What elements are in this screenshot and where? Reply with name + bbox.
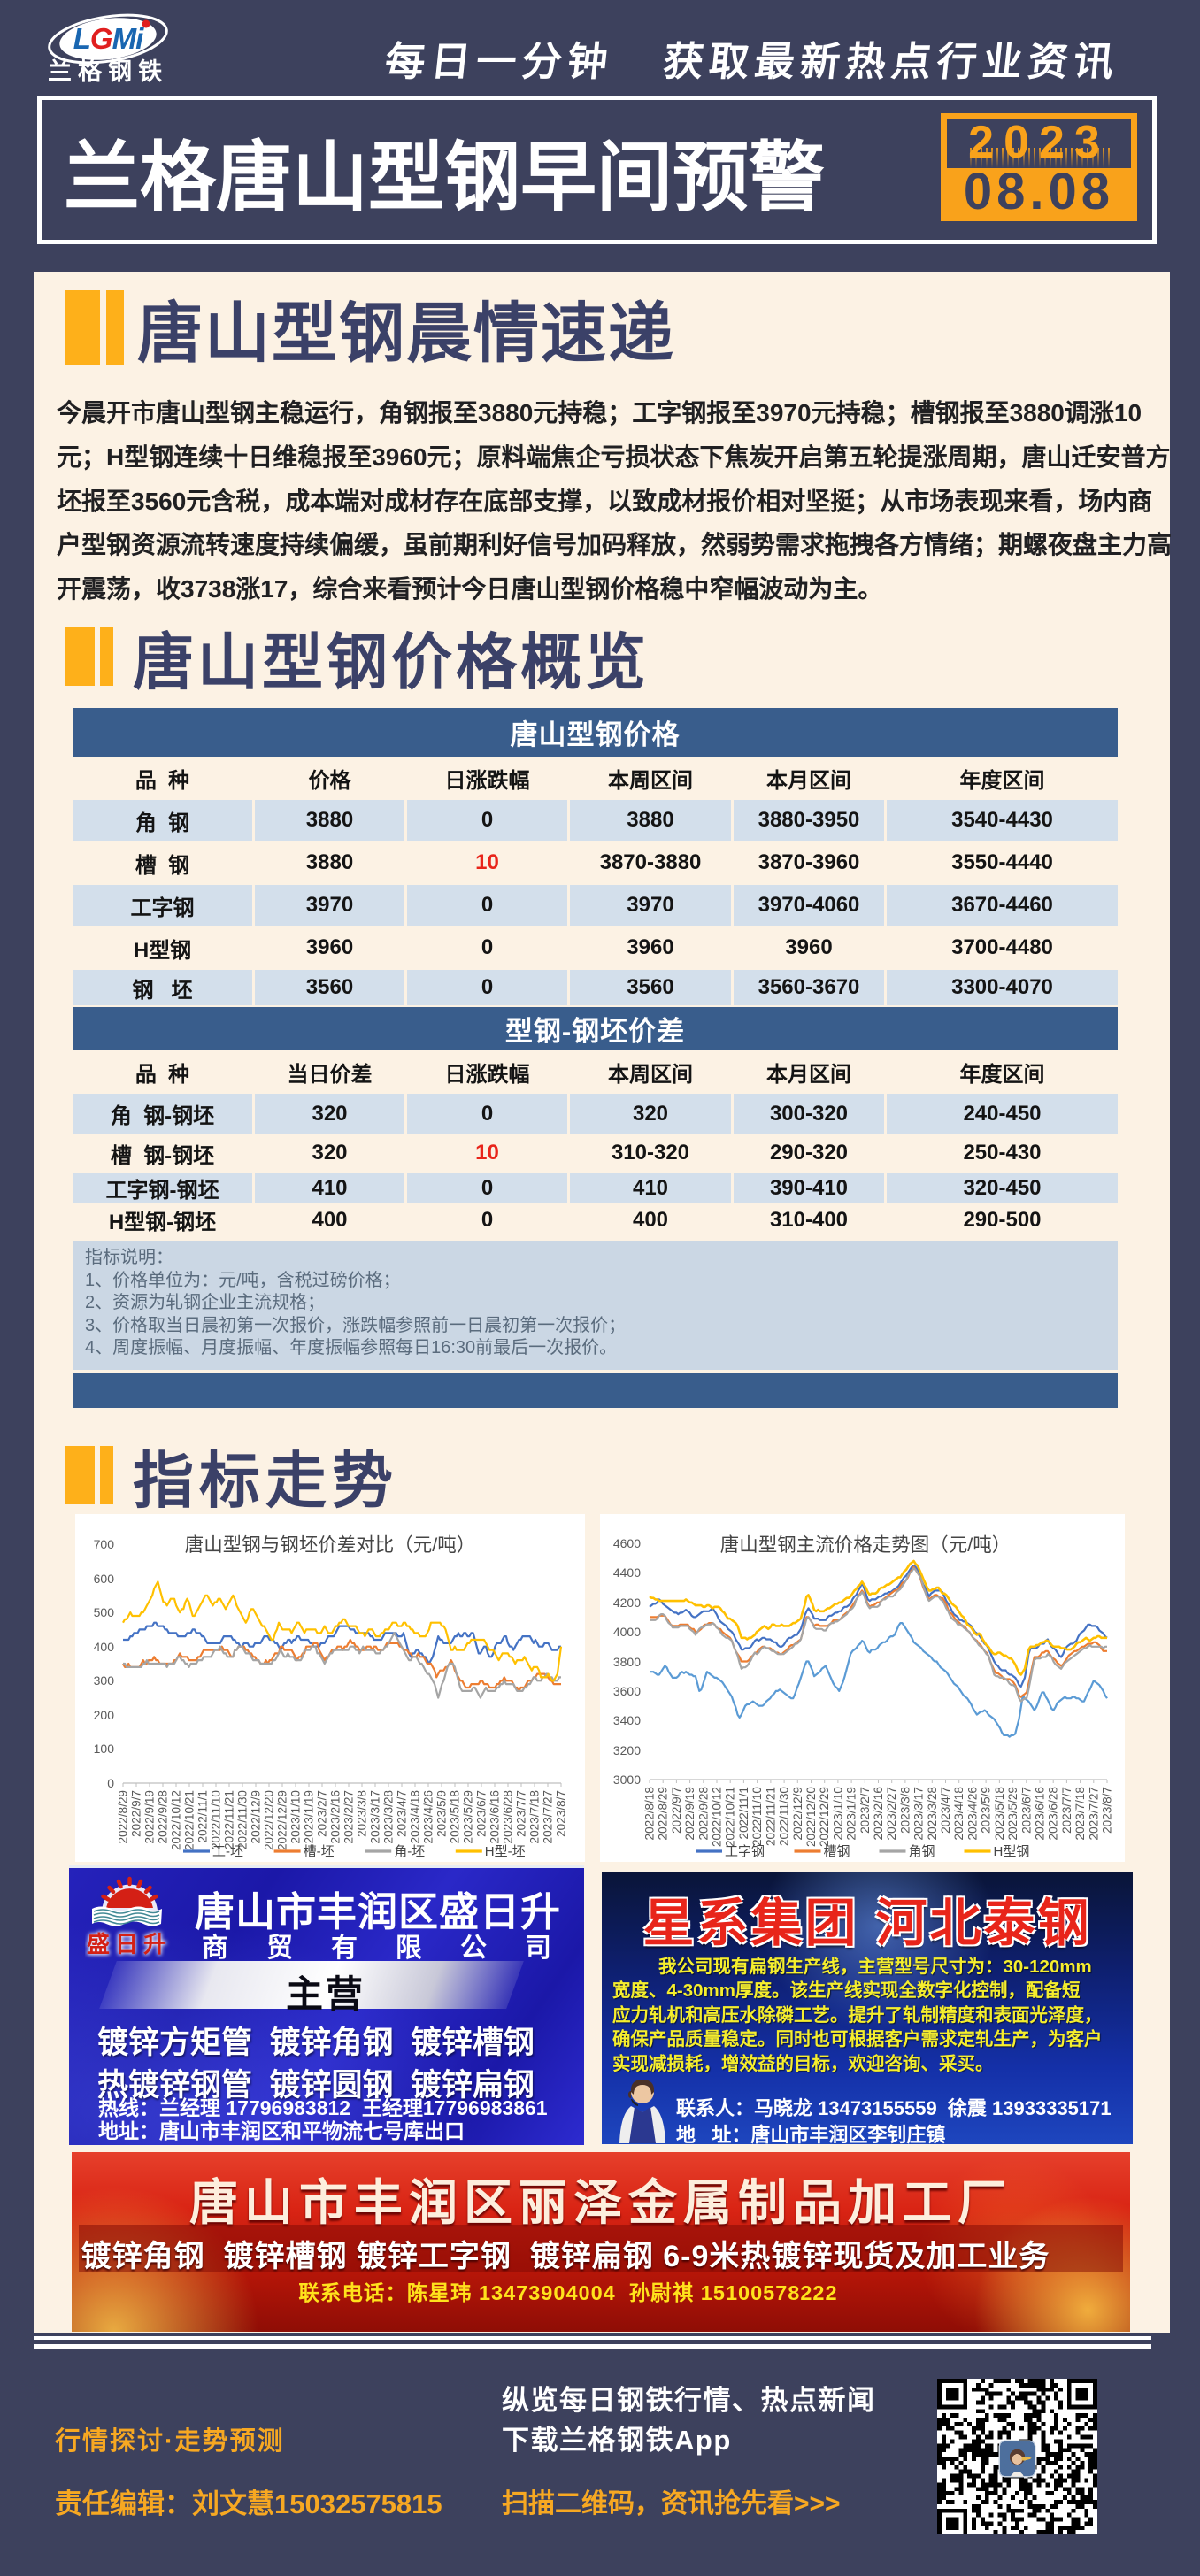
svg-text:2023/1/10: 2023/1/10	[831, 1787, 844, 1841]
svg-text:2023/7/18: 2023/7/18	[528, 1790, 542, 1843]
svg-text:700: 700	[94, 1537, 115, 1551]
svg-text:2023/4/18: 2023/4/18	[409, 1790, 422, 1843]
svg-text:角钢: 角钢	[909, 1844, 935, 1859]
svg-text:2023/5/9: 2023/5/9	[980, 1787, 993, 1834]
svg-text:2023/2/7: 2023/2/7	[316, 1790, 329, 1837]
svg-text:2022/10/12: 2022/10/12	[170, 1790, 183, 1850]
svg-text:2023/1/19: 2023/1/19	[845, 1787, 858, 1840]
svg-text:2022/12/9: 2022/12/9	[250, 1790, 263, 1843]
svg-text:2023/3/17: 2023/3/17	[369, 1790, 382, 1843]
svg-text:2022/11/10: 2022/11/10	[210, 1790, 223, 1849]
svg-text:2022/8/18: 2022/8/18	[643, 1787, 657, 1840]
svg-text:300: 300	[94, 1673, 115, 1688]
svg-text:2022/8/29: 2022/8/29	[117, 1790, 130, 1843]
svg-text:2023/7/27: 2023/7/27	[542, 1790, 555, 1843]
svg-text:盛日升: 盛日升	[87, 1931, 172, 1957]
svg-text:2022/11/1: 2022/11/1	[737, 1787, 750, 1839]
svg-text:2022/11/30: 2022/11/30	[236, 1790, 250, 1849]
svg-text:2023/3/28: 2023/3/28	[382, 1790, 396, 1843]
svg-text:2022/9/28: 2022/9/28	[157, 1790, 170, 1843]
svg-text:2023/2/7: 2023/2/7	[858, 1787, 872, 1834]
svg-text:H型钢: H型钢	[994, 1844, 1030, 1859]
svg-text:2023/8/7: 2023/8/7	[1101, 1787, 1114, 1834]
svg-text:2023/1/10: 2023/1/10	[289, 1790, 303, 1844]
svg-text:LGMi: LGMi	[73, 22, 144, 55]
svg-text:2022/9/19: 2022/9/19	[143, 1790, 157, 1843]
svg-text:2023/7/7: 2023/7/7	[515, 1790, 528, 1837]
svg-text:2022/9/28: 2022/9/28	[696, 1787, 710, 1840]
svg-text:2023/6/16: 2023/6/16	[488, 1790, 502, 1843]
svg-text:2023/3/28: 2023/3/28	[926, 1787, 939, 1840]
svg-text:2023/8/7: 2023/8/7	[555, 1790, 568, 1837]
svg-text:唐山型钢与钢坯价差对比（元/吨）: 唐山型钢与钢坯价差对比（元/吨）	[185, 1534, 475, 1556]
svg-text:2023/5/9: 2023/5/9	[435, 1790, 449, 1837]
svg-text:2023/3/17: 2023/3/17	[912, 1787, 926, 1840]
svg-text:100: 100	[94, 1742, 115, 1756]
svg-text:2023/6/16: 2023/6/16	[1034, 1787, 1047, 1840]
svg-text:2022/12/20: 2022/12/20	[263, 1790, 276, 1850]
svg-text:400: 400	[94, 1640, 115, 1654]
svg-text:2022/11/21: 2022/11/21	[764, 1787, 777, 1846]
svg-text:2023/7/18: 2023/7/18	[1073, 1787, 1087, 1840]
svg-text:2023/2/27: 2023/2/27	[342, 1790, 356, 1843]
svg-text:2023/6/28: 2023/6/28	[1047, 1787, 1060, 1840]
svg-text:2023/5/18: 2023/5/18	[449, 1790, 462, 1843]
svg-text:200: 200	[94, 1708, 115, 1722]
svg-text:2023/5/29: 2023/5/29	[1006, 1787, 1019, 1840]
svg-text:2022/12/29: 2022/12/29	[818, 1787, 831, 1847]
svg-text:工字钢: 工字钢	[725, 1844, 765, 1859]
svg-text:2022/12/29: 2022/12/29	[276, 1790, 289, 1850]
svg-text:2022/12/9: 2022/12/9	[791, 1787, 804, 1840]
svg-text:唐山型钢主流价格走势图（元/吨）: 唐山型钢主流价格走势图（元/吨）	[720, 1534, 1011, 1556]
svg-text:兰格钢铁: 兰格钢铁	[48, 58, 168, 85]
svg-text:2023/2/27: 2023/2/27	[885, 1787, 898, 1840]
svg-text:槽钢: 槽钢	[824, 1844, 850, 1859]
svg-text:500: 500	[94, 1605, 115, 1619]
svg-text:4000: 4000	[613, 1625, 641, 1639]
svg-text:4200: 4200	[613, 1596, 641, 1610]
svg-text:槽-坯: 槽-坯	[304, 1844, 335, 1859]
svg-text:2023/4/7: 2023/4/7	[939, 1787, 952, 1834]
svg-text:2023/3/8: 2023/3/8	[356, 1790, 369, 1837]
svg-text:2022/11/10: 2022/11/10	[750, 1787, 764, 1846]
svg-text:2022/9/19: 2022/9/19	[683, 1787, 696, 1840]
svg-text:2022/8/29: 2022/8/29	[657, 1787, 670, 1840]
svg-text:600: 600	[94, 1572, 115, 1586]
svg-text:2023/4/18: 2023/4/18	[952, 1787, 965, 1840]
svg-text:2023/6/7: 2023/6/7	[1019, 1787, 1033, 1834]
svg-text:3200: 3200	[613, 1743, 641, 1757]
svg-text:角-坯: 角-坯	[394, 1844, 425, 1859]
svg-text:2022/10/21: 2022/10/21	[183, 1790, 196, 1850]
svg-text:2023/2/16: 2023/2/16	[872, 1787, 885, 1840]
svg-text:2023/3/8: 2023/3/8	[898, 1787, 912, 1834]
svg-text:2022/11/30: 2022/11/30	[778, 1787, 791, 1846]
svg-text:2022/10/12: 2022/10/12	[711, 1787, 724, 1847]
svg-text:2023/4/26: 2023/4/26	[965, 1787, 979, 1840]
svg-text:4400: 4400	[613, 1565, 641, 1580]
svg-text:2023/7/27: 2023/7/27	[1087, 1787, 1100, 1840]
svg-text:2022/10/21: 2022/10/21	[724, 1787, 737, 1847]
svg-text:2023/2/16: 2023/2/16	[329, 1790, 342, 1843]
svg-text:2023/7/7: 2023/7/7	[1060, 1787, 1073, 1834]
svg-text:3400: 3400	[613, 1713, 641, 1727]
svg-text:3000: 3000	[613, 1772, 641, 1787]
svg-text:2023/4/7: 2023/4/7	[396, 1790, 409, 1837]
svg-text:2023/6/7: 2023/6/7	[475, 1790, 488, 1837]
svg-text:2022/11/1: 2022/11/1	[196, 1790, 210, 1842]
svg-text:2022/11/21: 2022/11/21	[223, 1790, 236, 1849]
svg-text:2023/5/18: 2023/5/18	[993, 1787, 1006, 1840]
svg-text:4600: 4600	[613, 1536, 641, 1550]
svg-text:3600: 3600	[613, 1684, 641, 1698]
svg-text:3800: 3800	[613, 1655, 641, 1669]
svg-text:工-坯: 工-坯	[212, 1844, 243, 1859]
svg-text:2023/6/28: 2023/6/28	[502, 1790, 515, 1843]
svg-text:H型-坯: H型-坯	[485, 1844, 526, 1859]
svg-text:0: 0	[107, 1776, 114, 1790]
svg-text:2022/9/7: 2022/9/7	[130, 1790, 143, 1837]
svg-text:2022/12/20: 2022/12/20	[804, 1787, 818, 1847]
svg-text:2023/5/29: 2023/5/29	[462, 1790, 475, 1843]
svg-text:2023/4/26: 2023/4/26	[422, 1790, 435, 1843]
svg-text:2023/1/19: 2023/1/19	[303, 1790, 316, 1843]
svg-text:2022/9/7: 2022/9/7	[670, 1787, 683, 1834]
